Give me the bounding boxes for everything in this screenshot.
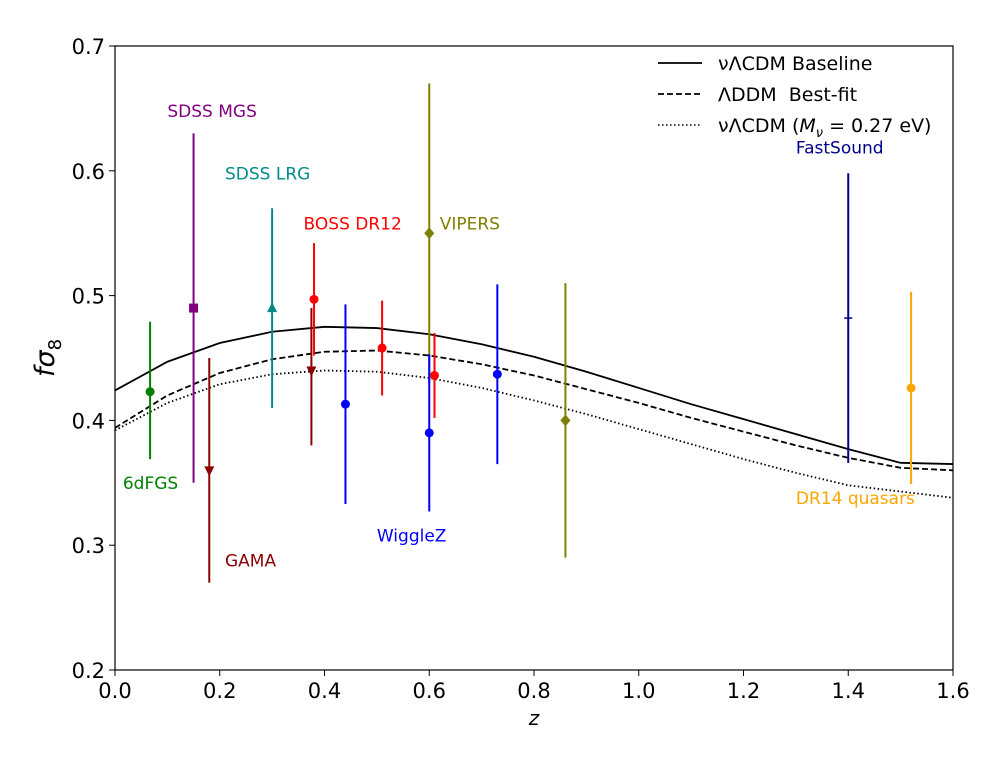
wigglez-marker [424, 428, 434, 438]
curve-dotted [114, 369, 954, 499]
x-tick-label: 1.2 [727, 679, 760, 703]
curve-solid [114, 325, 954, 465]
boss-dr12-marker [429, 370, 439, 380]
wigglez-label: WiggleZ [377, 526, 447, 546]
x-tick-label: 0.4 [308, 679, 341, 703]
wigglez-marker [492, 369, 502, 379]
dr14-quasars-label: DR14 quasars [796, 489, 915, 509]
sdss-mgs-label: SDSS MGS [167, 102, 257, 122]
wigglez-marker [340, 399, 350, 409]
y-axis-label-main: fσ [30, 350, 61, 378]
legend-label-baseline: νΛCDM Baseline [718, 53, 873, 75]
x-tick-label: 0.6 [413, 679, 446, 703]
x-axis-ticks: 0.0 0.2 0.4 0.6 0.8 1.0 1.2 1.4 1.6 [98, 670, 970, 703]
legend-label-massive-nu: νΛCDM (Mν = 0.27 eV) [718, 115, 931, 141]
boss-dr12-marker [309, 294, 319, 304]
x-tick-label: 0.8 [517, 679, 550, 703]
unnamed-marker [306, 366, 317, 377]
y-tick-label: 0.3 [72, 534, 105, 558]
sdss-mgs-marker [189, 303, 199, 313]
y-axis-ticks: 0.2 0.3 0.4 0.5 0.6 0.7 [72, 35, 115, 683]
x-tick-label: 0.2 [203, 679, 236, 703]
6dfgs-label: 6dFGS [123, 474, 178, 494]
legend: νΛCDM Baseline ΛDDM Best-fit νΛCDM (Mν =… [658, 53, 931, 141]
y-tick-label: 0.2 [72, 659, 105, 683]
gama-marker [204, 466, 215, 477]
y-tick-label: 0.6 [72, 160, 105, 184]
sdss-lrg-label: SDSS LRG [225, 165, 310, 185]
curve-dashed [114, 349, 954, 472]
vipers-label: VIPERS [440, 214, 500, 234]
y-tick-label: 0.4 [72, 409, 105, 433]
6dfgs-marker [145, 387, 155, 397]
gama-label: GAMA [225, 551, 276, 571]
boss-dr12-label: BOSS DR12 [304, 214, 402, 234]
y-axis-label: fσ8 [30, 339, 66, 377]
x-axis-label: z [528, 706, 540, 730]
boss-dr12-marker [377, 343, 387, 353]
y-tick-label: 0.5 [72, 285, 105, 309]
sdss-lrg-marker [267, 302, 278, 313]
survey-labels: 6dFGS SDSS MGS GAMA SDSS LRG BOSS DR12 VIPERS… [123, 102, 915, 571]
vipers-marker [424, 227, 435, 240]
x-tick-label: 1.0 [622, 679, 655, 703]
x-tick-label: 1.6 [936, 679, 969, 703]
vipers-marker [560, 414, 571, 427]
x-tick-label: 0.0 [98, 679, 131, 703]
y-tick-label: 0.7 [72, 35, 105, 59]
y-axis-label-sub: 8 [45, 339, 66, 350]
fastsound-label: FastSound [796, 138, 884, 158]
dr14-quasars-marker [906, 383, 916, 393]
x-tick-label: 1.4 [832, 679, 865, 703]
svg-text:fσ8: fσ8 [30, 339, 66, 377]
model-curves [114, 325, 954, 499]
legend-label-best-fit: ΛDDM Best-fit [718, 84, 857, 106]
data-points [145, 83, 916, 583]
